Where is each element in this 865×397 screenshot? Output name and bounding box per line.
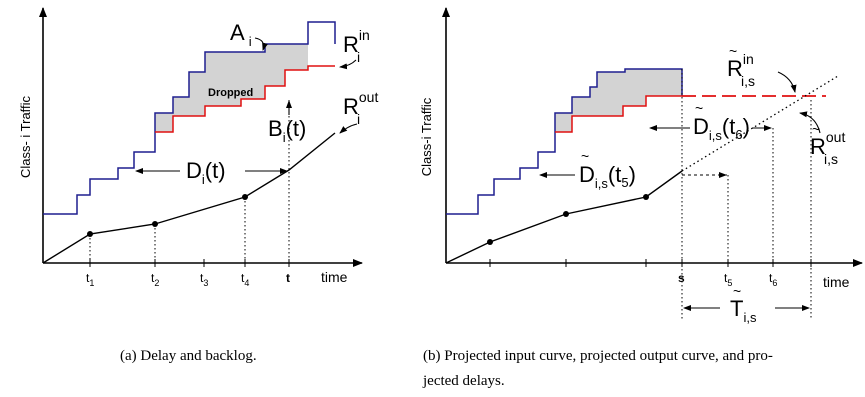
- panel-a-tick-label-t1: t1: [86, 271, 94, 288]
- panel-a-ai-pointer: [254, 37, 268, 51]
- panel-b-label-d6: Di,s(t6): [693, 114, 750, 143]
- panel-b-point-3: [643, 194, 649, 200]
- panel-b-label-d5-tilde: ~: [581, 148, 589, 164]
- panel-b-point-2: [563, 211, 569, 217]
- panel-b-rin-pointer: [777, 71, 797, 93]
- panel-b-backlog-region: [555, 69, 682, 132]
- panel-a-label-rout: Rout: [343, 89, 378, 119]
- panel-b-label-d6-tilde: ~: [695, 100, 703, 116]
- panel-b: Class-i Traffic time s t5 t6 ~ Rin i,s ~…: [419, 7, 863, 325]
- panel-a-label-rin: Rin: [343, 27, 370, 57]
- panel-a-backlog-region: [155, 44, 308, 132]
- panel-a-y-axis-label: Class- i Traffic: [18, 95, 33, 178]
- panel-a-input-curve: [43, 21, 336, 215]
- panel-a-label-rout-sub: i: [357, 111, 360, 127]
- panel-a-caption: (a) Delay and backlog.: [120, 348, 257, 364]
- panel-a-output-curve: [42, 132, 336, 264]
- panel-b-label-rout-sub: i,s: [824, 151, 838, 167]
- panel-b-label-rin: Rin: [727, 51, 754, 81]
- panel-a-tick-label-t4: t4: [241, 271, 249, 288]
- panel-b-label-t: Ti,s: [730, 296, 757, 325]
- panel-b-label-rout-tilde: ~: [812, 121, 820, 137]
- panel-b-label-t-tilde: ~: [733, 283, 741, 299]
- panel-b-label-rout: Rout: [810, 129, 845, 159]
- panel-b-label-rin-sub: i,s: [741, 73, 755, 89]
- panel-a-label-delay: Di(t): [186, 158, 226, 187]
- panel-b-label-d5: Di,s(t5): [579, 162, 636, 191]
- panel-b-tick-label-t5: t5: [724, 271, 732, 288]
- panel-a-dropped-label: Dropped: [208, 87, 253, 99]
- panel-a-x-axis-label: time: [321, 269, 348, 285]
- panel-b-caption-line1: (b) Projected input curve, projected out…: [423, 348, 773, 364]
- panel-b-label-rin-tilde: ~: [729, 43, 737, 59]
- panel-b-tick-label-s: s: [678, 271, 685, 285]
- panel-b-input-curve: [446, 68, 683, 215]
- panel-b-point-1: [487, 239, 493, 245]
- panel-a-label-backlog: Bi(t): [268, 116, 306, 145]
- panel-b-x-axis-label: time: [823, 274, 850, 290]
- panel-a-tick-label-t2: t2: [151, 271, 159, 288]
- panel-a-tick-label-t3: t3: [200, 271, 208, 288]
- panel-b-projected-output: [681, 75, 839, 172]
- panel-a-tick-label-t: t: [286, 271, 290, 285]
- panel-b-caption-line2: jected delays.: [423, 373, 505, 389]
- panel-a-rin-curve: [155, 65, 335, 133]
- panel-b-output-curve: [445, 170, 683, 264]
- panel-a-rin-pointer: [339, 59, 357, 70]
- panel-a-rout-pointer: [339, 123, 358, 134]
- panel-b-rout-pointer: [799, 111, 821, 134]
- panel-b-tick-label-t6: t6: [769, 271, 777, 288]
- panel-b-rin-curve: [555, 95, 682, 133]
- panel-a-label-rin-sub: i: [357, 49, 360, 65]
- panel-b-y-axis-label: Class-i Traffic: [419, 97, 434, 176]
